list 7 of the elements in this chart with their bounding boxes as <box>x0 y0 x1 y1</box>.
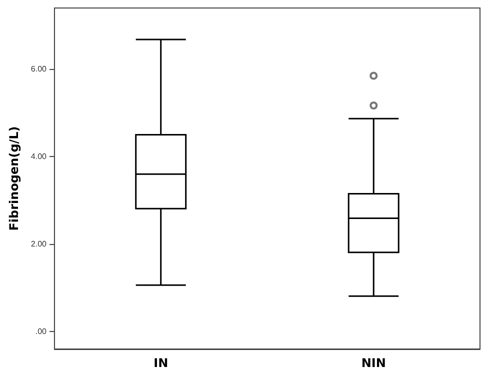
y-axis-title: Fibrinogen(g/L) <box>7 126 21 231</box>
x-tick-label: IN <box>154 356 168 370</box>
y-tick-label: 2.00 <box>30 240 48 249</box>
x-tick-label: NIN <box>361 356 386 370</box>
y-tick-label: 6.00 <box>30 64 48 74</box>
y-tick-label: .00 <box>35 327 48 336</box>
y-tick-label: 4.00 <box>30 152 48 162</box>
